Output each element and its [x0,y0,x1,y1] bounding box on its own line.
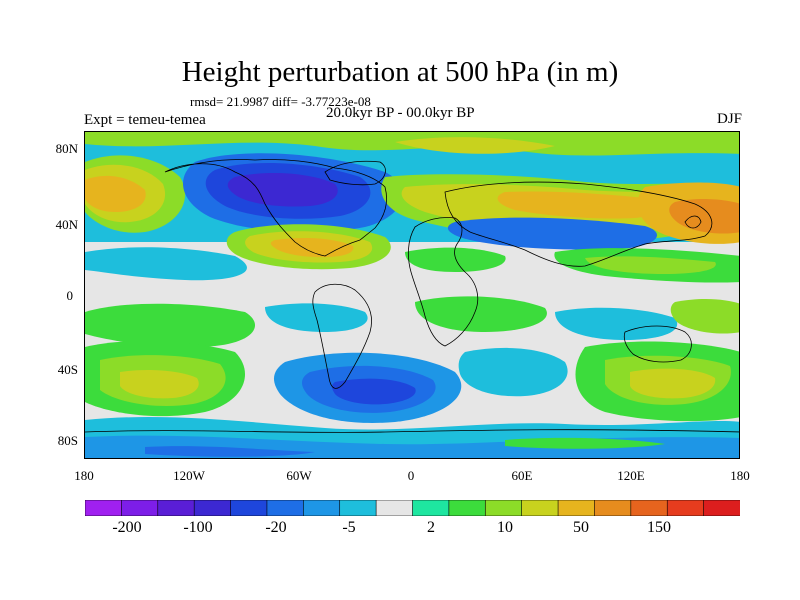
colorbar-label: -100 [183,519,213,536]
lat-tick-40s: 40S [57,362,78,377]
period-label: 20.0kyr BP - 00.0kyr BP [326,105,475,121]
experiment-label: Expt = temeu-temea [84,112,206,128]
colorbar-swatch [630,500,669,516]
colorbar-swatch [448,500,487,516]
colorbar-swatches [85,500,740,516]
colorbar-swatch [339,500,377,516]
lat-tick-80s: 80S [57,433,78,448]
map-panel [84,131,740,459]
colorbar-swatch [230,500,268,516]
lon-tick-60w: 60W [286,468,312,483]
colorbar-swatch [412,500,450,516]
colorbar-swatch [703,500,740,516]
lon-tick-0: 0 [407,468,415,483]
colorbar-swatch [375,500,414,516]
lon-tick-180e: 180 [730,468,750,483]
colorbar-label: -5 [342,519,356,536]
lat-tick-80n: 80N [55,141,78,156]
colorbar-label: -20 [265,519,287,536]
colorbar-label: -200 [112,519,142,536]
colorbar-label: 50 [573,519,589,536]
lat-tick-40n: 40N [55,217,78,232]
colorbar [85,500,740,516]
colorbar-swatch [484,500,523,516]
plot-title: Height perturbation at 500 hPa (in m) [181,56,619,88]
lon-tick-120w: 120W [173,468,205,483]
stats-line: rmsd= 21.9987 diff= -3.77223e-08 [190,94,371,109]
lon-tick-180w: 180 [74,468,94,483]
height-field-map [85,132,739,458]
colorbar-swatch [85,500,123,516]
colorbar-swatch [666,500,705,516]
colorbar-swatch [157,500,195,516]
colorbar-swatch [121,500,159,516]
colorbar-swatch [521,500,559,516]
coastlines [85,159,739,433]
colorbar-label: 10 [497,519,513,536]
colorbar-swatch [303,500,341,516]
colorbar-label: 2 [427,519,435,536]
lon-tick-60e: 60E [511,468,533,483]
lon-tick-120e: 120E [617,468,645,483]
contour-fill [85,132,739,458]
colorbar-label: 150 [647,519,671,536]
colorbar-swatch [266,500,305,516]
colorbar-swatch [193,500,232,516]
colorbar-swatch [594,500,632,516]
lat-tick-0: 0 [66,288,74,303]
season-label: DJF [716,111,742,127]
colorbar-swatch [557,500,596,516]
